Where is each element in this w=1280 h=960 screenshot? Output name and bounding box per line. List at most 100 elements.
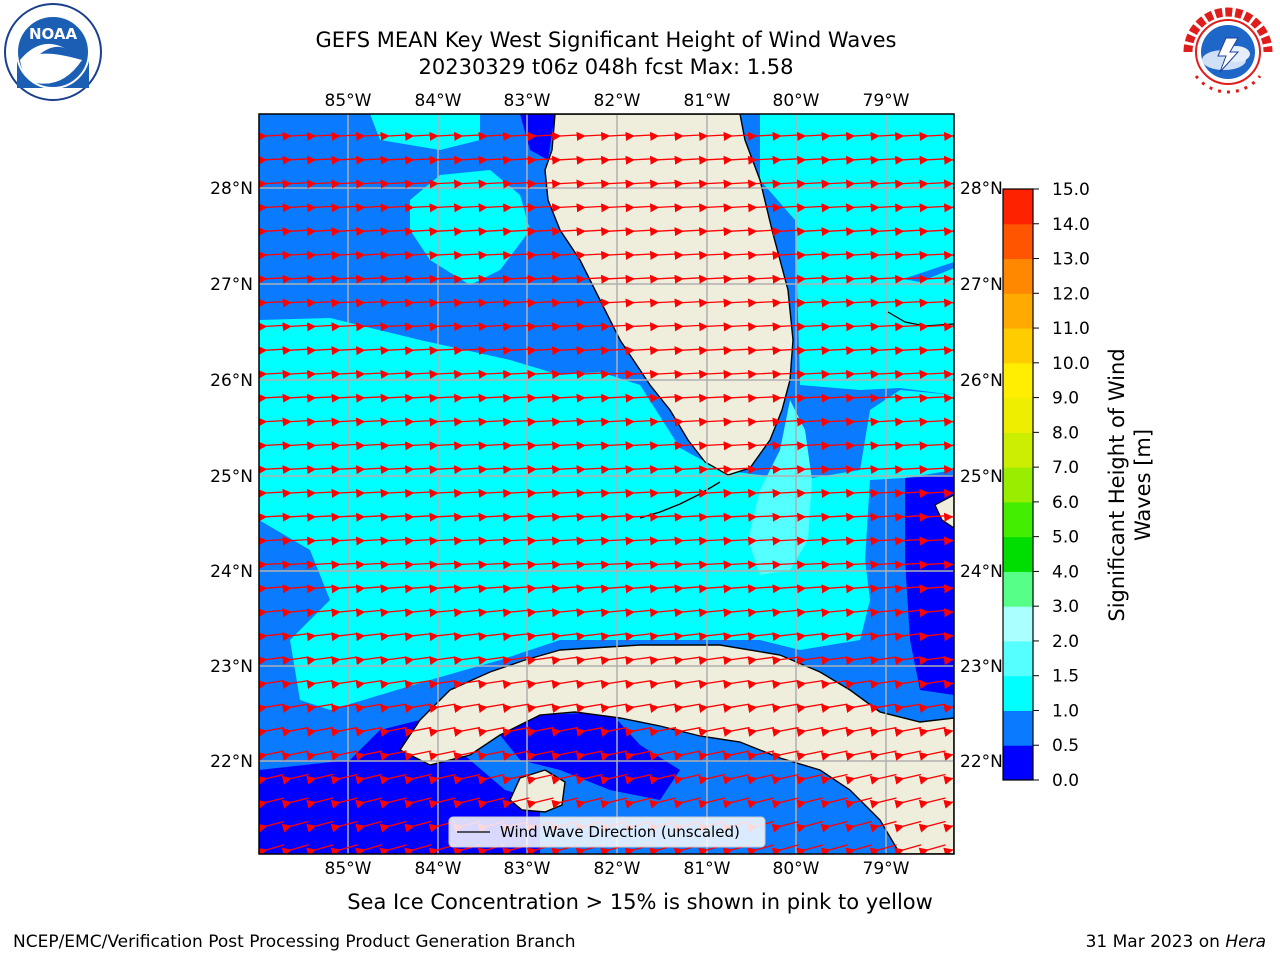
wave-direction-arrow xyxy=(894,750,922,761)
wave-direction-arrow xyxy=(698,608,726,618)
wave-direction-arrow xyxy=(453,536,481,546)
wave-direction-arrow xyxy=(600,488,628,498)
wave-direction-arrow xyxy=(674,179,701,189)
colorbar-tick-label: 9.0 xyxy=(1052,389,1079,409)
wave-direction-arrow xyxy=(674,703,701,714)
wave-direction-arrow xyxy=(453,773,481,785)
wave-direction-arrow xyxy=(625,560,652,570)
wave-direction-arrow xyxy=(845,298,873,308)
wave-direction-arrow xyxy=(355,393,383,403)
wave-direction-arrow xyxy=(698,632,726,642)
wave-direction-arrow xyxy=(380,632,407,642)
wave-direction-arrow xyxy=(527,227,554,237)
colorbar-swatch xyxy=(1003,223,1033,260)
wave-direction-arrow xyxy=(551,512,579,522)
wave-direction-arrow xyxy=(527,680,554,690)
wave-direction-arrow xyxy=(282,227,309,237)
wave-direction-arrow xyxy=(772,488,799,498)
wave-direction-arrow xyxy=(502,560,530,570)
lon-label: 81°W xyxy=(684,91,731,111)
wave-direction-arrow xyxy=(331,417,358,427)
wave-direction-arrow xyxy=(870,203,897,213)
wave-direction-arrow xyxy=(282,131,309,141)
wave-direction-arrow xyxy=(380,656,407,666)
wave-direction-arrow xyxy=(331,369,358,379)
wave-direction-arrow xyxy=(845,227,873,237)
wave-direction-arrow xyxy=(527,322,554,332)
wave-direction-arrow xyxy=(355,227,383,237)
colorbar-tick-label: 6.0 xyxy=(1052,493,1079,513)
wave-direction-arrow xyxy=(551,346,579,356)
wave-direction-arrow xyxy=(894,608,922,618)
wave-direction-arrow xyxy=(576,298,603,308)
wave-direction-arrow xyxy=(453,726,481,737)
wave-direction-arrow xyxy=(355,820,383,833)
wave-direction-arrow xyxy=(698,536,726,546)
wave-direction-arrow xyxy=(404,488,432,498)
wave-direction-arrow xyxy=(527,512,554,522)
wave-direction-arrow xyxy=(282,632,309,642)
land-grand-bahama xyxy=(887,311,954,327)
lon-label: 80°W xyxy=(773,859,820,879)
lat-label: 22°N xyxy=(960,752,1003,772)
wave-direction-arrow xyxy=(845,488,873,498)
wave-direction-arrow xyxy=(919,369,946,379)
wave-direction-arrow xyxy=(453,298,481,308)
wave-direction-arrow xyxy=(404,393,432,403)
wave-direction-arrow xyxy=(527,274,554,284)
wave-direction-arrow xyxy=(306,773,334,785)
footer-date-text: 31 Mar 2023 on xyxy=(1085,932,1220,952)
wave-direction-arrow xyxy=(747,512,775,522)
wave-direction-arrow xyxy=(380,346,407,356)
wave-direction-arrow xyxy=(551,417,579,427)
wave-direction-arrow xyxy=(404,512,432,522)
wave-direction-arrow xyxy=(870,298,897,308)
wave-direction-arrow xyxy=(821,417,848,427)
wave-direction-arrow xyxy=(478,656,505,666)
wave-direction-arrow xyxy=(796,797,824,809)
wave-direction-arrow xyxy=(429,656,456,666)
wave-direction-arrow xyxy=(625,346,652,356)
wave-direction-arrow xyxy=(259,465,285,475)
wave-direction-arrow xyxy=(649,560,677,570)
wave-direction-arrow xyxy=(820,726,848,737)
wave-direction-arrow xyxy=(894,680,922,690)
wave-direction-arrow xyxy=(649,393,677,403)
wave-direction-arrow xyxy=(355,656,383,666)
wave-direction-arrow xyxy=(259,703,285,714)
wave-direction-arrow xyxy=(625,488,652,498)
wave-direction-arrow xyxy=(478,298,505,308)
wave-direction-arrow xyxy=(919,227,946,237)
wave-direction-arrow xyxy=(575,726,603,737)
wave-direction-arrow xyxy=(698,274,726,284)
colorbar-tick-label: 12.0 xyxy=(1052,284,1090,304)
wave-direction-arrow xyxy=(281,844,309,854)
wave-direction-arrow xyxy=(894,584,922,594)
wave-direction-arrow xyxy=(845,680,873,690)
wave-direction-arrow xyxy=(282,536,309,546)
wave-direction-arrow xyxy=(845,656,873,666)
wave-direction-arrow xyxy=(600,512,628,522)
wave-direction-arrow xyxy=(894,632,922,642)
wave-direction-arrow xyxy=(649,179,677,189)
wave-direction-arrow xyxy=(723,560,750,570)
wave-direction-arrow xyxy=(259,773,285,785)
wave-direction-arrow xyxy=(404,346,432,356)
wave-direction-arrow xyxy=(282,274,309,284)
wave-direction-arrow xyxy=(404,227,432,237)
wave-direction-arrow xyxy=(331,632,358,642)
wave-direction-arrow xyxy=(600,726,628,737)
wave-direction-arrow xyxy=(575,797,603,809)
wave-direction-arrow xyxy=(919,393,946,403)
wave-direction-arrow xyxy=(625,441,652,451)
wave-direction-arrow xyxy=(796,393,824,403)
wave-direction-arrow xyxy=(600,750,628,761)
wave-direction-arrow xyxy=(259,844,285,854)
wave-direction-arrow xyxy=(821,298,848,308)
wave-direction-arrow xyxy=(723,346,750,356)
wave-direction-arrow xyxy=(282,369,309,379)
wave-direction-arrow xyxy=(355,465,383,475)
wave-direction-arrow xyxy=(453,608,481,618)
wave-direction-arrow xyxy=(772,441,799,451)
wave-direction-arrow xyxy=(894,179,922,189)
